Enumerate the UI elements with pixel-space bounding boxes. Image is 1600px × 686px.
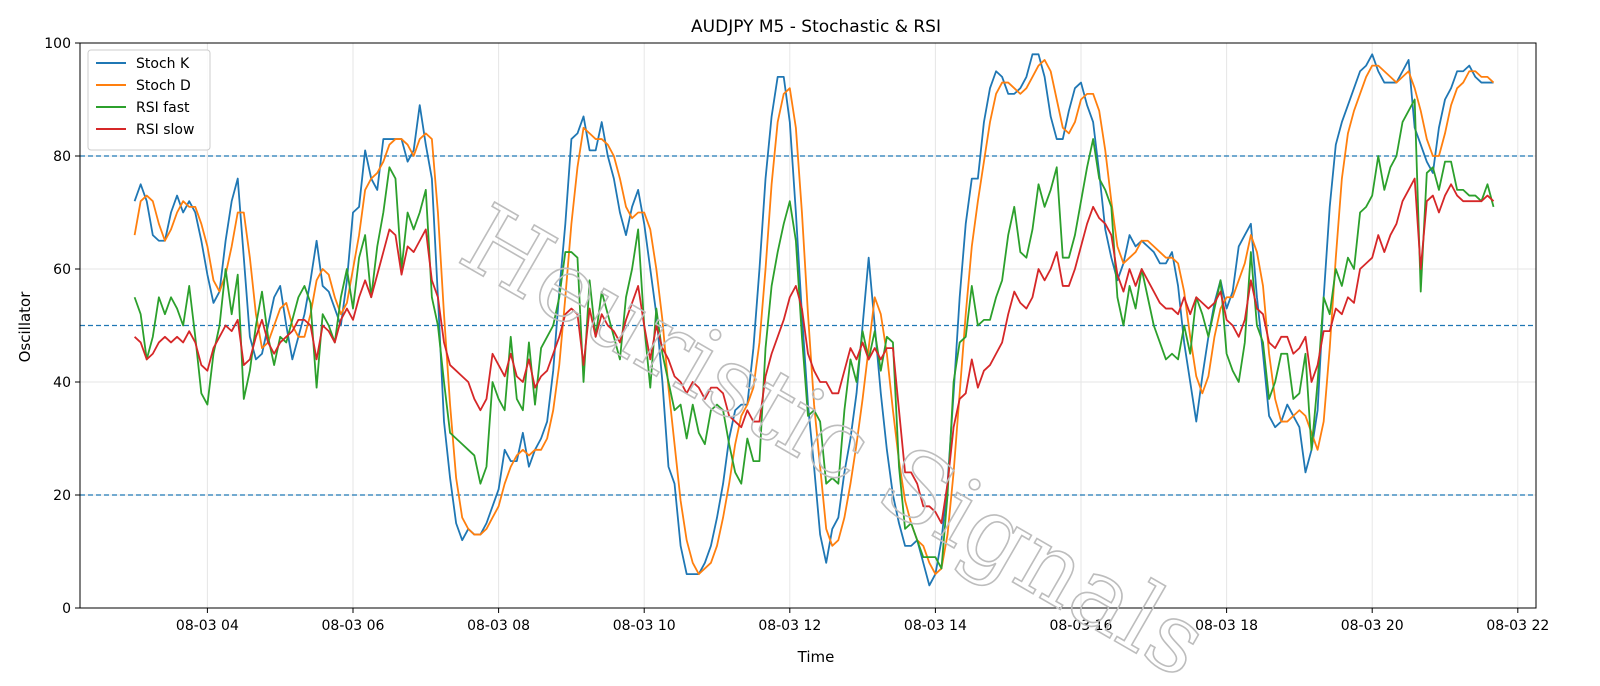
- axes: 08-03 04 08-03 06 08-03 08 08-03 10 08-03 12…: [44, 36, 1549, 634]
- x-axis-label: Time: [797, 648, 835, 666]
- y-tick-label: 100: [44, 36, 71, 52]
- x-tick-label: 08-03 10: [613, 618, 676, 634]
- x-tick-label: 08-03 12: [758, 618, 821, 634]
- legend-label: RSI slow: [136, 122, 194, 138]
- series-lines: [133, 53, 1495, 587]
- y-tick-label: 40: [53, 375, 71, 391]
- plot-frame: [79, 42, 1537, 609]
- legend: Stoch K Stoch D RSI fast RSI slow: [87, 49, 211, 151]
- series-line-rsi-fast: [133, 98, 1495, 570]
- y-tick-label: 20: [53, 488, 71, 504]
- chart-title: AUDJPY M5 - Stochastic & RSI: [691, 17, 941, 37]
- legend-label: RSI fast: [136, 100, 190, 116]
- x-tick-label: 08-03 22: [1486, 618, 1549, 634]
- y-tick-label: 60: [53, 262, 71, 278]
- series-line-stoch-k: [133, 53, 1494, 587]
- legend-label: Stoch K: [136, 56, 190, 72]
- x-tick-label: 08-03 14: [904, 618, 967, 634]
- x-tick-label: 08-03 04: [176, 618, 239, 634]
- x-tick-label: 08-03 06: [322, 618, 385, 634]
- legend-box: [87, 49, 211, 151]
- x-tick-label: 08-03 16: [1050, 618, 1113, 634]
- y-tick-label: 80: [53, 149, 71, 165]
- x-tick-label: 08-03 08: [467, 618, 530, 634]
- legend-label: Stoch D: [136, 78, 191, 94]
- y-tick-label: 0: [62, 601, 71, 617]
- y-axis-label: Oscillator: [16, 291, 34, 363]
- x-tick-label: 08-03 20: [1341, 618, 1404, 634]
- series-line-rsi-slow: [133, 177, 1495, 525]
- x-tick-label: 08-03 18: [1195, 618, 1258, 634]
